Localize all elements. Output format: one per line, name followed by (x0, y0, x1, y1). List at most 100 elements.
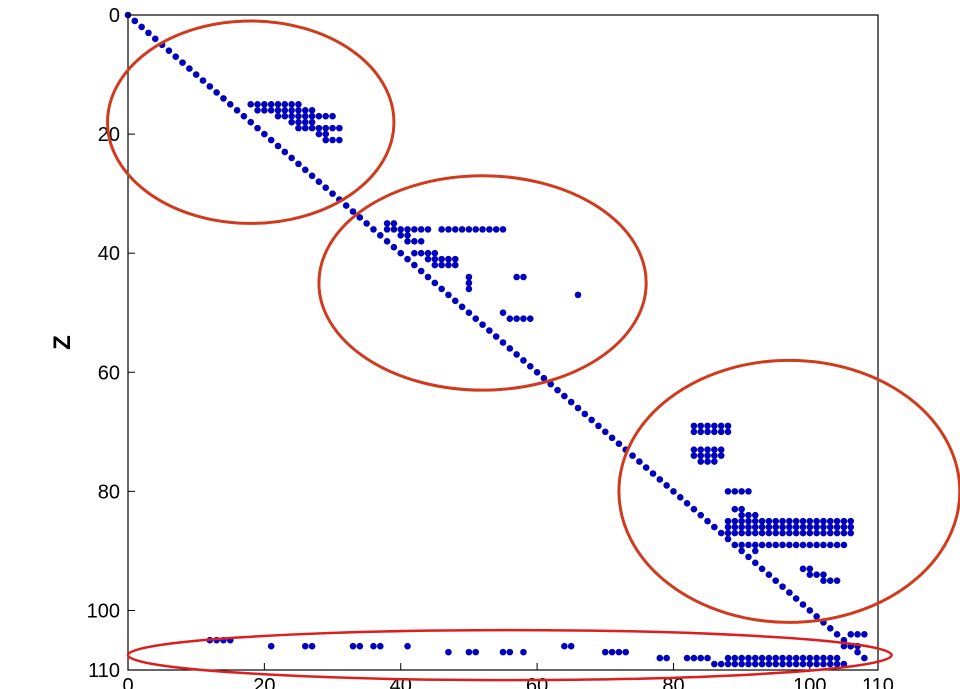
data-point (745, 530, 752, 537)
x-tick-label: 20 (253, 675, 275, 689)
data-point (779, 661, 786, 668)
data-point (711, 452, 718, 459)
data-point (718, 452, 725, 459)
data-point (425, 274, 432, 281)
data-point (697, 429, 704, 436)
data-point (711, 661, 718, 668)
data-point (766, 524, 773, 531)
data-point (268, 101, 275, 108)
data-point (800, 655, 807, 662)
data-point (404, 226, 411, 233)
data-point (295, 119, 302, 126)
data-point (759, 655, 766, 662)
data-point (459, 303, 466, 310)
data-point (527, 315, 534, 322)
data-point (691, 452, 698, 459)
data-point (745, 542, 752, 549)
data-point (145, 30, 152, 37)
data-point (793, 595, 800, 602)
data-point (193, 71, 200, 78)
data-point (704, 518, 711, 525)
data-point (500, 226, 507, 233)
data-point (786, 661, 793, 668)
data-point (725, 423, 732, 430)
data-point (472, 226, 479, 233)
data-point (438, 256, 445, 263)
data-point (725, 661, 732, 668)
data-point (384, 220, 391, 227)
data-point (718, 429, 725, 436)
data-point (445, 649, 452, 656)
data-point (841, 518, 848, 525)
data-point (418, 250, 425, 257)
data-point (759, 530, 766, 537)
data-point (807, 661, 814, 668)
data-point (711, 458, 718, 465)
data-point (507, 345, 514, 352)
data-point (397, 232, 404, 239)
data-point (507, 649, 514, 656)
data-point (725, 429, 732, 436)
data-point (745, 554, 752, 561)
data-point (813, 518, 820, 525)
data-point (738, 512, 745, 519)
data-point (725, 518, 732, 525)
y-tick-label: 100 (87, 600, 120, 622)
data-point (602, 429, 609, 436)
data-point (711, 524, 718, 531)
data-point (766, 542, 773, 549)
data-point (786, 655, 793, 662)
data-point (309, 107, 316, 114)
data-point (227, 101, 234, 108)
data-point (697, 655, 704, 662)
data-point (697, 452, 704, 459)
data-point (302, 125, 309, 132)
data-point (738, 524, 745, 531)
data-point (670, 488, 677, 495)
data-point (752, 655, 759, 662)
data-point (370, 226, 377, 233)
data-point (534, 369, 541, 376)
data-point (691, 423, 698, 430)
data-point (132, 18, 139, 25)
data-point (718, 661, 725, 668)
data-point (166, 47, 173, 54)
data-point (691, 429, 698, 436)
data-point (411, 226, 418, 233)
data-point (316, 178, 323, 185)
data-point (834, 530, 841, 537)
data-point (807, 524, 814, 531)
data-point (807, 542, 814, 549)
data-point (172, 53, 179, 60)
data-point (657, 476, 664, 483)
data-point (288, 155, 295, 162)
data-point (609, 649, 616, 656)
data-point (738, 548, 745, 555)
data-point (779, 542, 786, 549)
data-point (445, 226, 452, 233)
data-point (200, 77, 207, 84)
data-point (575, 405, 582, 412)
data-point (643, 464, 650, 471)
data-point (820, 542, 827, 549)
data-point (704, 446, 711, 453)
data-point (445, 262, 452, 269)
data-point (588, 417, 595, 424)
data-point (316, 113, 323, 120)
data-point (432, 250, 439, 257)
data-point (500, 339, 507, 346)
data-point (561, 393, 568, 400)
data-point (411, 250, 418, 257)
data-point (295, 107, 302, 114)
data-point (827, 577, 834, 584)
data-point (663, 655, 670, 662)
data-point (445, 292, 452, 299)
y-tick-label: 60 (98, 362, 120, 384)
data-point (827, 542, 834, 549)
data-point (357, 643, 364, 650)
data-point (513, 274, 520, 281)
data-point (834, 518, 841, 525)
data-point (520, 357, 527, 364)
data-point (459, 226, 466, 233)
data-point (738, 518, 745, 525)
